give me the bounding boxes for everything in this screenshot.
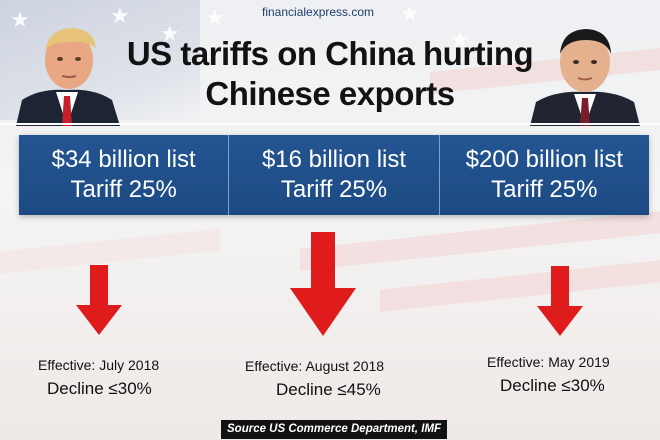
star-icon: ★ (110, 4, 130, 29)
down-arrow-icon (290, 232, 356, 336)
tariff-rate: Tariff 25% (70, 176, 177, 203)
portrait-left (12, 14, 122, 126)
tariff-box-2: $16 billion list Tariff 25% (229, 135, 440, 215)
tariff-box-3: $200 billion list Tariff 25% (439, 135, 649, 215)
tariff-box-1: $34 billion list Tariff 25% (19, 135, 230, 215)
star-icon: ★ (10, 8, 30, 33)
star-icon: ★ (450, 28, 470, 53)
star-icon: ★ (160, 22, 180, 47)
source-note: Source US Commerce Department, IMF (221, 420, 448, 439)
tariff-list-amount: $34 billion list (51, 146, 196, 173)
site-name: financialexpress.com (262, 5, 375, 19)
flag-stripe (380, 260, 660, 312)
tariff-rate: Tariff 25% (280, 176, 388, 203)
down-arrow-icon (76, 265, 122, 335)
divider (0, 123, 660, 125)
star-icon: ★ (205, 6, 225, 31)
effective-date: Effective: July 2018 (38, 357, 160, 373)
tariff-list-amount: $200 billion list (465, 146, 624, 173)
tariff-rate: Tariff 25% (491, 176, 598, 203)
headline-line-2: Chinese exports (205, 75, 455, 112)
tariff-boxes: $34 billion list Tariff 25% $16 billion … (19, 135, 649, 215)
export-decline: Decline ≤30% (47, 379, 152, 398)
down-arrow-icon (537, 266, 583, 336)
star-icon: ★ (400, 2, 420, 27)
export-decline: Decline ≤30% (500, 376, 605, 395)
headline-line-1: US tariffs on China hurting (126, 35, 534, 72)
tariff-list-amount: $16 billion list (261, 146, 407, 173)
effective-date: Effective: August 2018 (245, 358, 385, 374)
export-decline: Decline ≤45% (276, 380, 381, 399)
effective-date: Effective: May 2019 (487, 354, 610, 370)
headline: US tariffs on China hurting Chinese expo… (120, 34, 540, 114)
portrait-right (530, 14, 640, 126)
